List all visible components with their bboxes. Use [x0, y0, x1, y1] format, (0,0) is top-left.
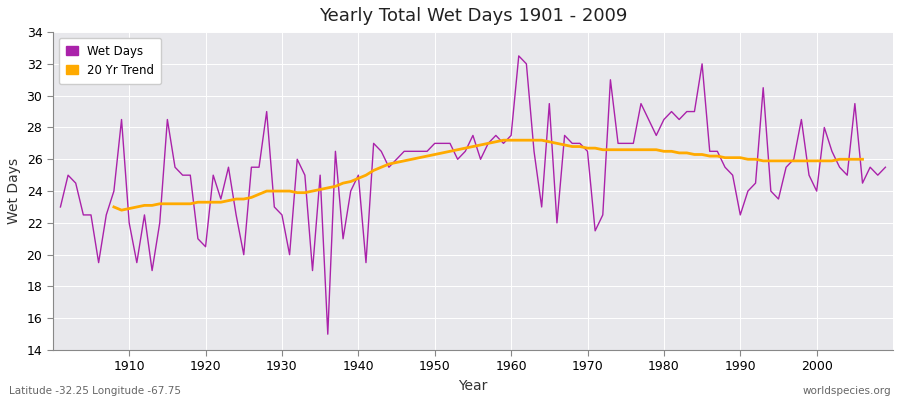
Y-axis label: Wet Days: Wet Days — [7, 158, 21, 224]
Wet Days — [880, 165, 891, 170]
Wet Days — [521, 62, 532, 66]
Wet Days — [55, 204, 66, 209]
Wet Days — [513, 54, 524, 58]
Text: Latitude -32.25 Longitude -67.75: Latitude -32.25 Longitude -67.75 — [9, 386, 181, 396]
Text: worldspecies.org: worldspecies.org — [803, 386, 891, 396]
Wet Days — [613, 141, 624, 146]
20 Yr Trend — [346, 179, 356, 184]
20 Yr Trend — [857, 157, 868, 162]
Title: Yearly Total Wet Days 1901 - 2009: Yearly Total Wet Days 1901 - 2009 — [319, 7, 627, 25]
20 Yr Trend — [712, 154, 723, 158]
20 Yr Trend — [498, 138, 508, 142]
Wet Days — [338, 236, 348, 241]
20 Yr Trend — [521, 138, 532, 142]
20 Yr Trend — [116, 208, 127, 212]
X-axis label: Year: Year — [458, 379, 488, 393]
Legend: Wet Days, 20 Yr Trend: Wet Days, 20 Yr Trend — [58, 38, 161, 84]
Line: 20 Yr Trend: 20 Yr Trend — [114, 140, 862, 210]
Wet Days — [284, 252, 295, 257]
20 Yr Trend — [491, 139, 501, 144]
Wet Days — [116, 117, 127, 122]
Wet Days — [322, 332, 333, 336]
Line: Wet Days: Wet Days — [60, 56, 886, 334]
Wet Days — [506, 133, 517, 138]
20 Yr Trend — [315, 187, 326, 192]
20 Yr Trend — [109, 204, 120, 209]
20 Yr Trend — [292, 190, 302, 195]
